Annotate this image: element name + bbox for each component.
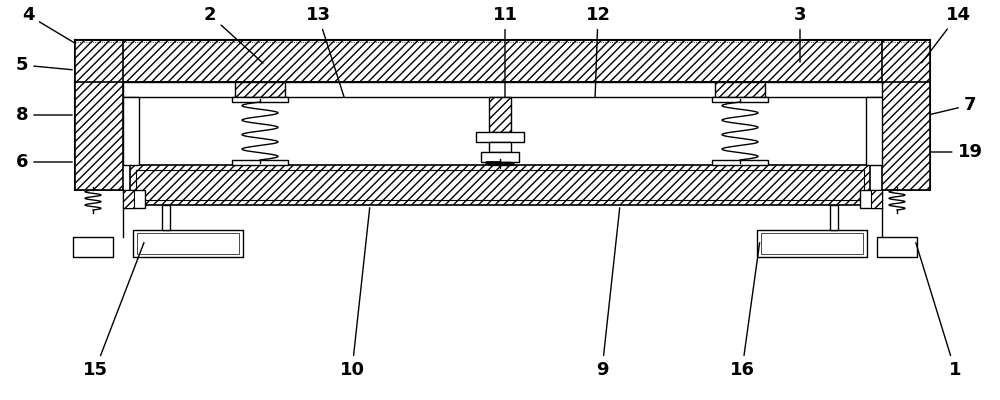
Bar	[712, 160, 768, 165]
Text: 15: 15	[82, 242, 144, 379]
Bar	[133, 230, 243, 257]
Text: 5: 5	[16, 56, 72, 74]
Text: 19: 19	[931, 143, 982, 161]
Text: 12: 12	[586, 6, 610, 97]
Text: 9: 9	[596, 208, 620, 379]
Bar	[489, 162, 511, 165]
Bar	[757, 230, 867, 257]
Text: 8: 8	[16, 106, 72, 124]
Bar	[489, 142, 511, 152]
Bar	[712, 97, 768, 102]
Text: 3: 3	[794, 6, 806, 62]
Text: 2: 2	[204, 6, 263, 63]
Bar	[75, 40, 930, 82]
Bar	[232, 97, 288, 102]
Text: 14: 14	[922, 6, 970, 63]
Bar	[830, 205, 838, 230]
Text: 10: 10	[340, 208, 370, 379]
Bar	[761, 233, 863, 254]
Text: 1: 1	[916, 243, 961, 379]
Bar	[137, 233, 239, 254]
Bar	[123, 97, 139, 165]
Bar	[123, 190, 134, 208]
Text: 6: 6	[16, 153, 72, 171]
Bar	[860, 190, 882, 208]
Bar	[877, 237, 917, 257]
Text: 13: 13	[306, 6, 344, 97]
Bar	[476, 132, 524, 142]
Bar	[882, 40, 930, 190]
Bar	[235, 82, 285, 97]
Bar	[123, 190, 145, 208]
Bar	[75, 40, 123, 190]
Bar	[871, 190, 882, 208]
Bar	[232, 160, 288, 165]
Bar	[162, 205, 170, 230]
Bar	[489, 97, 511, 132]
Bar	[481, 152, 519, 162]
Text: 11: 11	[492, 6, 518, 97]
Text: 4: 4	[22, 6, 76, 44]
Bar	[866, 97, 882, 165]
Text: 7: 7	[931, 96, 976, 114]
Bar	[130, 165, 870, 205]
Bar	[715, 82, 765, 97]
Bar	[123, 82, 882, 97]
Bar	[73, 237, 113, 257]
Text: 16: 16	[730, 243, 760, 379]
